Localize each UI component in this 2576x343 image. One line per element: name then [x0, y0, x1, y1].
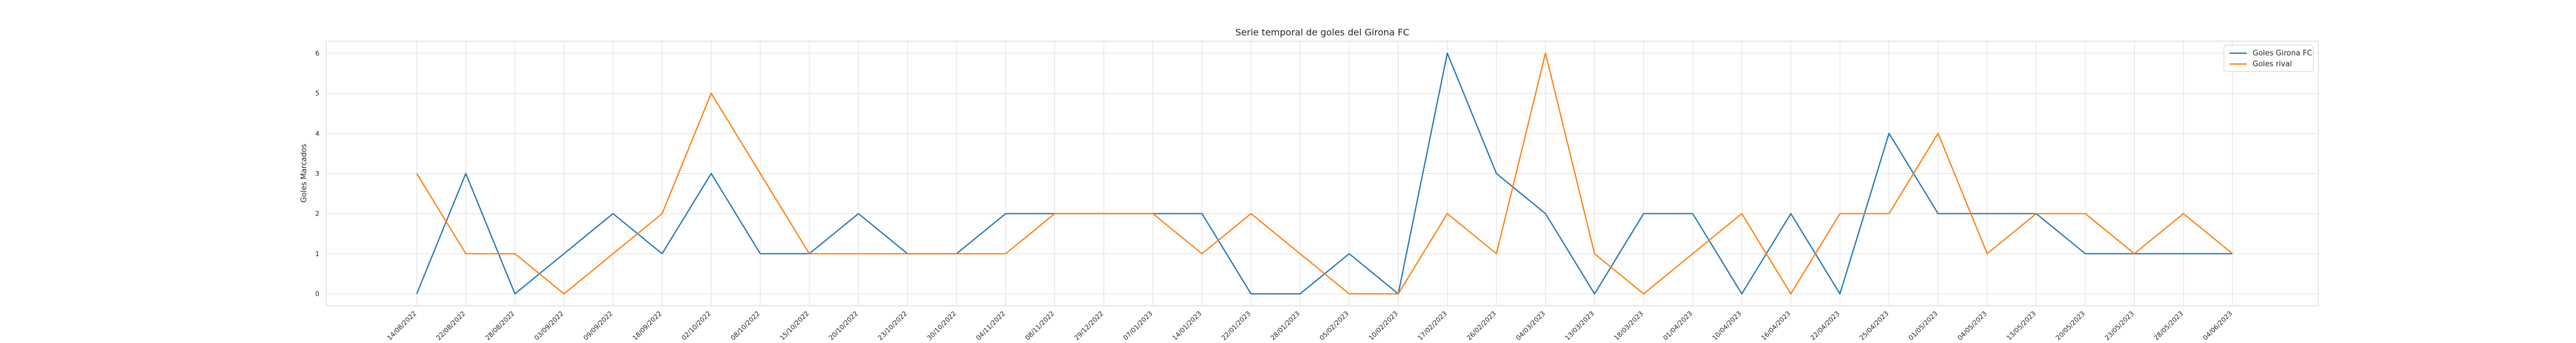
- y-tick-label: 5: [315, 89, 319, 97]
- chart-title: Serie temporal de goles del Girona FC: [1235, 27, 1409, 38]
- legend: Goles Girona FC Goles rival: [2223, 45, 2314, 72]
- y-tick-label: 1: [315, 250, 319, 258]
- y-tick-label: 6: [315, 49, 319, 57]
- y-tick-label: 2: [315, 210, 319, 218]
- legend-label-rival: Goles rival: [2253, 60, 2292, 69]
- y-tick-label: 0: [315, 290, 319, 298]
- series-line-rival: [416, 52, 2233, 295]
- y-tick-label: 4: [315, 129, 319, 137]
- legend-label-girona: Goles Girona FC: [2253, 49, 2312, 58]
- series-lines: [416, 52, 2233, 295]
- legend-box: [2223, 45, 2314, 72]
- y-tick-label: 3: [315, 170, 319, 178]
- y-axis-label: Goles Marcados: [300, 143, 309, 202]
